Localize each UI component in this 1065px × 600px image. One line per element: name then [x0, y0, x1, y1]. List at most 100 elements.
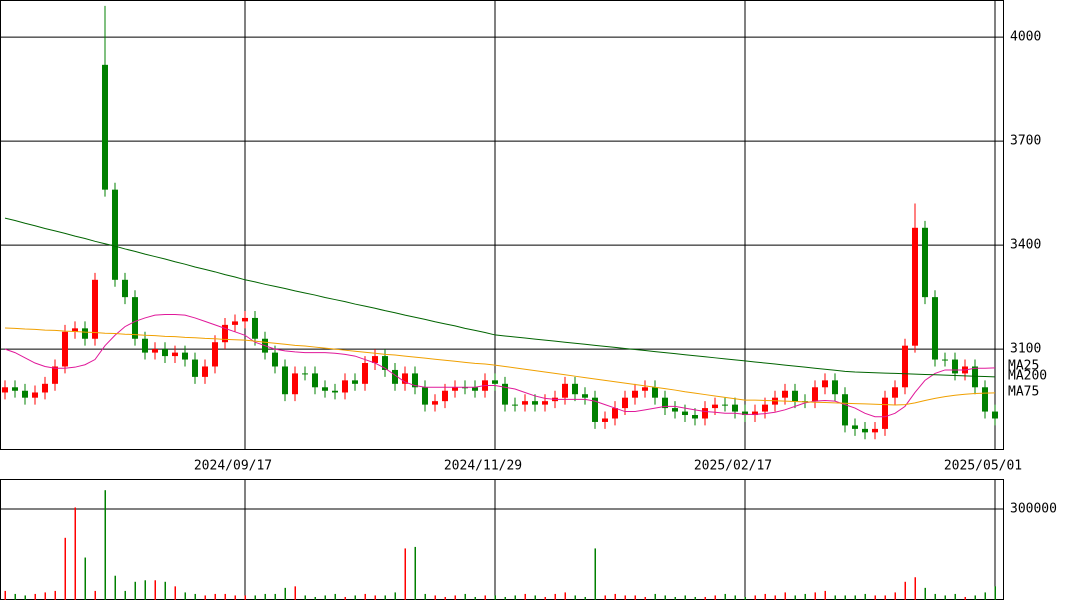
- volume-bar: [454, 595, 456, 600]
- candle-body: [42, 383, 48, 393]
- candle-body: [722, 404, 728, 406]
- volume-bar: [484, 595, 486, 600]
- candle-body: [932, 297, 938, 360]
- volume-bar: [574, 595, 576, 600]
- volume-bar: [984, 592, 986, 600]
- volume-bar: [564, 592, 566, 600]
- volume-bar: [644, 596, 646, 600]
- volume-bar: [274, 593, 276, 600]
- candle-body: [282, 366, 288, 395]
- volume-bar: [654, 593, 656, 600]
- candle-body: [822, 380, 828, 388]
- volume-bar: [804, 593, 806, 600]
- ma-line: [4, 327, 996, 406]
- volume-bar: [494, 595, 496, 600]
- candle-body: [622, 397, 628, 409]
- candle-body: [862, 428, 868, 433]
- volume-bar: [444, 596, 446, 600]
- candle-body: [532, 401, 538, 405]
- volume-bar: [4, 590, 6, 600]
- candle-body: [352, 380, 358, 384]
- volume-bar: [204, 595, 206, 600]
- candle-body: [142, 338, 148, 353]
- price-frame: [0, 0, 1004, 450]
- candle-body: [582, 394, 588, 398]
- volume-bar: [714, 595, 716, 600]
- candle-body: [232, 321, 238, 325]
- volume-bar: [634, 595, 636, 600]
- volume-bar: [144, 580, 146, 600]
- candle-body: [382, 356, 388, 370]
- volume-bar: [424, 593, 426, 600]
- candle-body: [32, 392, 38, 398]
- candle-body: [62, 331, 68, 367]
- volume-bar: [514, 595, 516, 600]
- volume-bar: [974, 595, 976, 600]
- volume-bar: [284, 587, 286, 600]
- candle-body: [752, 411, 758, 416]
- candle-body: [22, 390, 28, 398]
- volume-bar: [294, 586, 296, 600]
- candle-body: [982, 387, 988, 412]
- ma-line: [4, 217, 996, 378]
- volume-bar: [684, 595, 686, 600]
- candle-body: [122, 279, 128, 298]
- candle-body: [402, 373, 408, 384]
- candle-body: [112, 189, 118, 280]
- volume-bar: [314, 596, 316, 600]
- volume-bar: [374, 595, 376, 600]
- candle-body: [362, 363, 368, 384]
- volume-bar: [934, 593, 936, 600]
- volume-bar: [884, 595, 886, 600]
- candle-body: [92, 279, 98, 339]
- volume-bar: [874, 595, 876, 600]
- candle-body: [372, 356, 378, 364]
- candle-body: [472, 387, 478, 391]
- volume-bar: [944, 595, 946, 600]
- volume-bar: [434, 595, 436, 600]
- candle-body: [732, 404, 738, 412]
- volume-bar: [784, 592, 786, 600]
- y-tick-label: 3700: [1010, 134, 1041, 149]
- volume-bar: [594, 548, 596, 600]
- candle-body: [72, 328, 78, 332]
- candle-body: [782, 390, 788, 398]
- candle-body: [292, 373, 298, 395]
- candle-body: [492, 380, 498, 384]
- x-tick-label: 2024/09/17: [194, 459, 272, 474]
- volume-bar: [194, 593, 196, 600]
- volume-bar: [384, 595, 386, 600]
- volume-bar: [764, 593, 766, 600]
- volume-bar: [414, 546, 416, 600]
- x-tick-label: 2025/02/17: [694, 459, 772, 474]
- legend-label: MA25: [1008, 359, 1039, 374]
- volume-bar: [334, 593, 336, 600]
- volume-bar: [734, 595, 736, 600]
- candle-body: [592, 397, 598, 422]
- candle-body: [692, 415, 698, 419]
- volume-bar: [824, 590, 826, 600]
- candle-body: [682, 411, 688, 416]
- candle-body: [272, 352, 278, 367]
- volume-bar: [174, 586, 176, 600]
- legend-label: MA200: [1008, 369, 1047, 384]
- volume-bar: [614, 593, 616, 600]
- candle-body: [2, 387, 8, 393]
- y-tick-label: 3400: [1010, 238, 1041, 253]
- volume-bar: [814, 592, 816, 600]
- volume-bar: [754, 595, 756, 600]
- volume-bar: [894, 592, 896, 600]
- candle-body: [872, 428, 878, 433]
- candle-body: [192, 359, 198, 377]
- candle-body: [152, 349, 158, 353]
- candle-body: [992, 411, 998, 419]
- candle-body: [512, 404, 518, 406]
- volume-tick-label: 300000: [1010, 501, 1057, 516]
- candle-body: [212, 342, 218, 367]
- volume-bar: [744, 596, 746, 600]
- candle-body: [602, 418, 608, 422]
- candle-body: [82, 328, 88, 339]
- candle-body: [452, 387, 458, 391]
- candle-body: [242, 317, 248, 322]
